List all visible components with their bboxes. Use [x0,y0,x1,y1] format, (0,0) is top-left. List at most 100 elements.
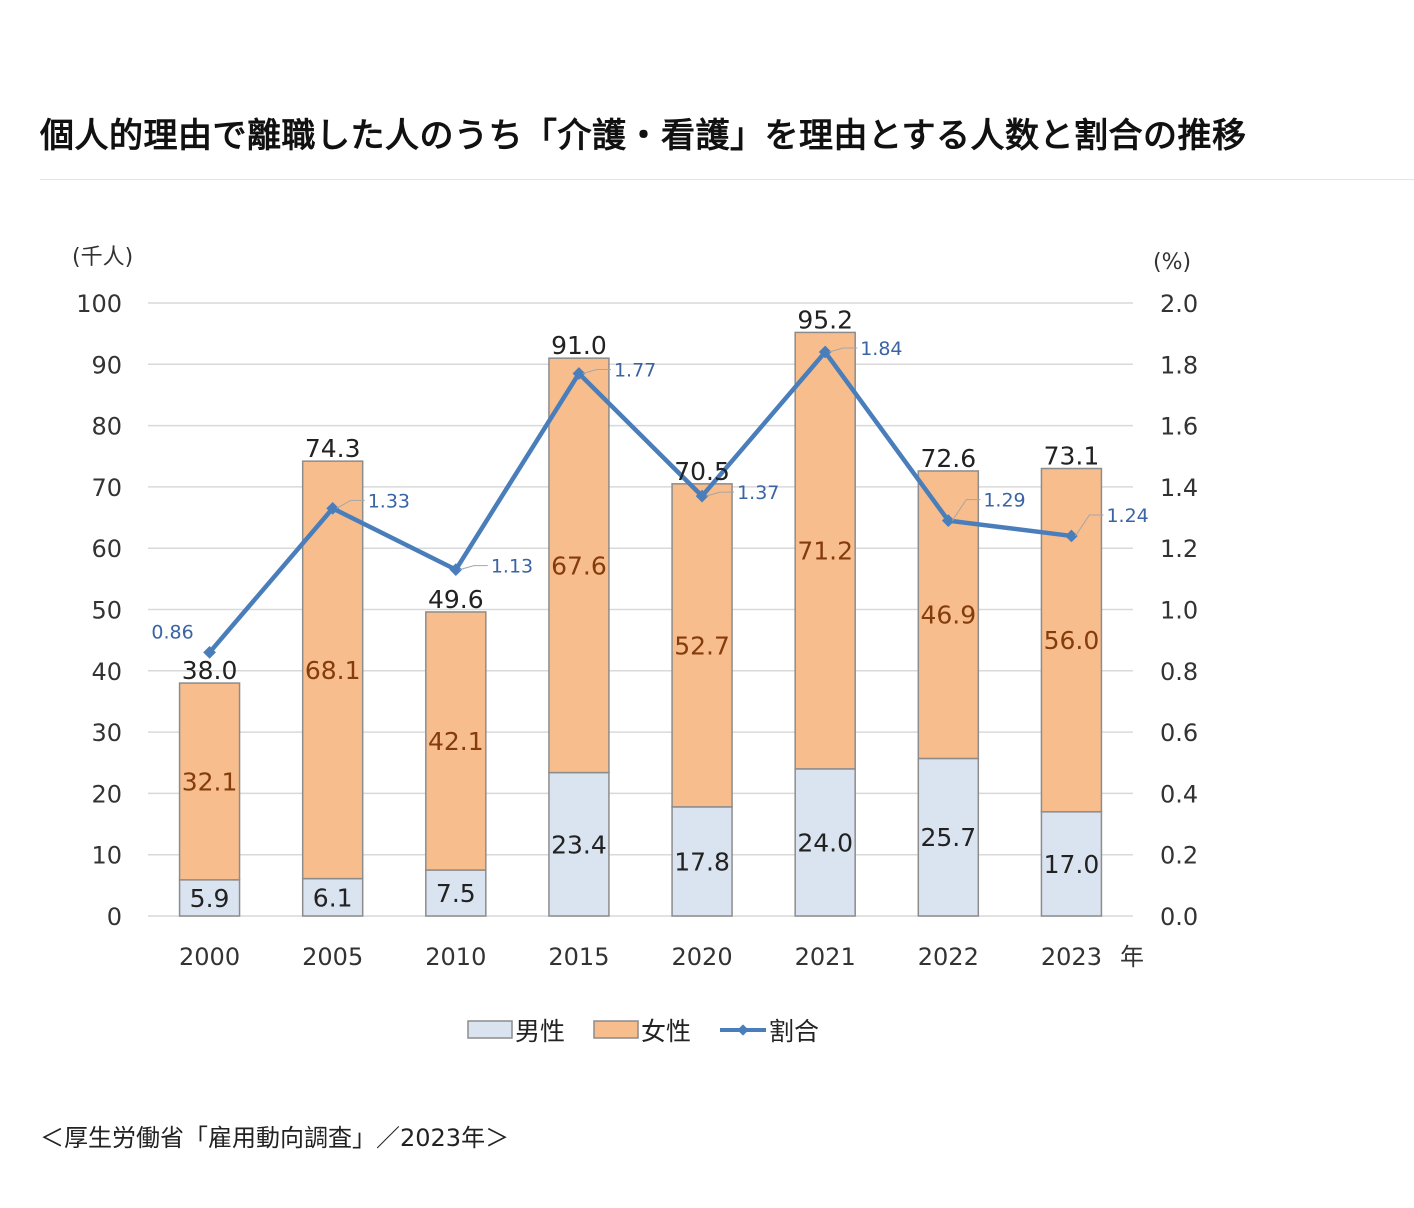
right-tick-label: 2.0 [1160,290,1198,318]
female-value-label: 42.1 [428,727,484,756]
left-tick-label: 70 [91,474,122,502]
legend-swatch-male [467,1020,513,1039]
ratio-value-label: 1.33 [368,490,410,512]
x-tick-label: 2005 [302,943,363,971]
left-tick-label: 60 [91,535,122,563]
total-value-label: 74.3 [305,434,361,463]
male-value-label: 7.5 [436,879,476,908]
ratio-leader-line [1075,514,1104,537]
legend-label-male: 男性 [515,1017,565,1046]
ratio-leader-line [951,499,981,521]
total-value-label: 70.5 [674,457,730,486]
right-tick-label: 1.6 [1160,413,1198,441]
legend-marker-ratio [737,1024,749,1036]
male-value-label: 6.1 [313,883,353,912]
legend: 男性 女性 割合 [467,1017,819,1046]
female-value-label: 67.6 [551,551,607,580]
male-value-label: 23.4 [551,830,607,859]
right-tick-label: 1.0 [1160,597,1198,625]
x-tick-label: 2015 [548,943,609,971]
right-tick-label: 1.4 [1160,474,1198,502]
female-value-label: 46.9 [920,601,976,630]
source-note: ＜厚生労働省「雇用動向調査」／2023年＞ [40,1124,510,1152]
ratio-value-label: 1.13 [491,556,533,578]
ratio-value-label: 1.29 [983,490,1025,512]
ratio-line [207,349,1072,654]
ratio-leader-line [705,491,735,497]
right-tick-label: 1.2 [1160,535,1198,563]
x-tick-label: 2010 [425,943,486,971]
left-tick-label: 0 [107,903,122,931]
x-axis-unit: 年 [1120,943,1144,971]
male-value-label: 5.9 [190,884,230,913]
x-tick-label: 2023 [1041,943,1102,971]
legend-label-female: 女性 [641,1017,691,1046]
male-value-label: 25.7 [920,823,976,852]
female-value-label: 32.1 [182,767,238,796]
right-axis-ticks: 0.0 0.2 0.4 0.6 0.8 1.0 1.2 1.4 1.6 1.8 2.0 [1160,290,1198,931]
ratio-leader-line [459,565,488,571]
bar-female [548,357,610,774]
gridlines [148,302,1133,917]
x-tick-label: 2020 [672,943,733,971]
x-axis-ticks: 2000 2005 2010 2015 2020 2021 2022 2023 [179,943,1102,971]
total-value-label: 38.0 [182,656,238,685]
bar-female [425,611,487,871]
bar-male [301,877,364,917]
ratio-marker [326,501,340,515]
ratio-value-label: 1.77 [614,359,656,381]
x-tick-label: 2021 [795,943,856,971]
ratio-value-label: 0.86 [151,621,193,643]
total-value-label: 73.1 [1044,442,1100,471]
ratio-leader-line [582,368,611,374]
x-tick-label: 2022 [918,943,979,971]
title-divider [40,179,1414,180]
male-value-label: 17.0 [1044,850,1100,879]
ratio-leader-line [336,499,365,509]
bars [178,331,1103,917]
right-axis-label: (%) [1153,250,1191,275]
ratio-leader-line [829,347,858,353]
bar-female [1040,467,1103,813]
bar-male [548,771,610,917]
total-value-label: 95.2 [797,305,853,334]
left-tick-label: 80 [91,413,122,441]
legend-label-ratio: 割合 [769,1017,819,1046]
right-tick-label: 0.0 [1160,903,1198,931]
male-value-label: 24.0 [797,828,853,857]
chart-title: 個人的理由で離職した人のうち「介護・看護」を理由とする人数と割合の推移 [40,116,1247,156]
bar-male [425,869,487,917]
bar-female [671,483,733,808]
bar-female [794,331,856,770]
male-value-label: 17.8 [674,847,730,876]
x-tick-label: 2000 [179,943,240,971]
total-value-label: 72.6 [920,444,976,473]
left-tick-label: 10 [91,842,122,870]
female-value-label: 52.7 [674,631,730,660]
female-value-label: 56.0 [1044,626,1100,655]
left-tick-label: 30 [91,719,122,747]
bar-female [178,682,241,881]
female-value-label: 71.2 [797,537,853,566]
total-value-label: 91.0 [551,331,607,360]
legend-swatch-female [593,1020,639,1039]
ratio-value-label: 1.84 [860,338,902,360]
right-tick-label: 0.6 [1160,719,1198,747]
left-tick-label: 40 [91,658,122,686]
right-tick-label: 0.4 [1160,780,1198,808]
total-value-label: 49.6 [428,585,484,614]
right-tick-label: 0.2 [1160,842,1198,870]
right-tick-label: 1.8 [1160,351,1198,379]
bar-male [1040,811,1103,917]
left-tick-label: 50 [91,597,122,625]
right-tick-label: 0.8 [1160,658,1198,686]
bar-male [671,806,733,917]
data-labels: 5.9 32.1 38.0 6.1 68.1 74.3 7.5 42.1 49.6 23.4 67.… [151,305,1148,912]
ratio-value-label: 1.24 [1106,505,1148,527]
left-tick-label: 90 [91,351,122,379]
left-axis-label: (千人) [72,245,133,270]
female-value-label: 68.1 [305,656,361,685]
bar-male [794,768,856,917]
ratio-value-label: 1.37 [737,482,779,504]
